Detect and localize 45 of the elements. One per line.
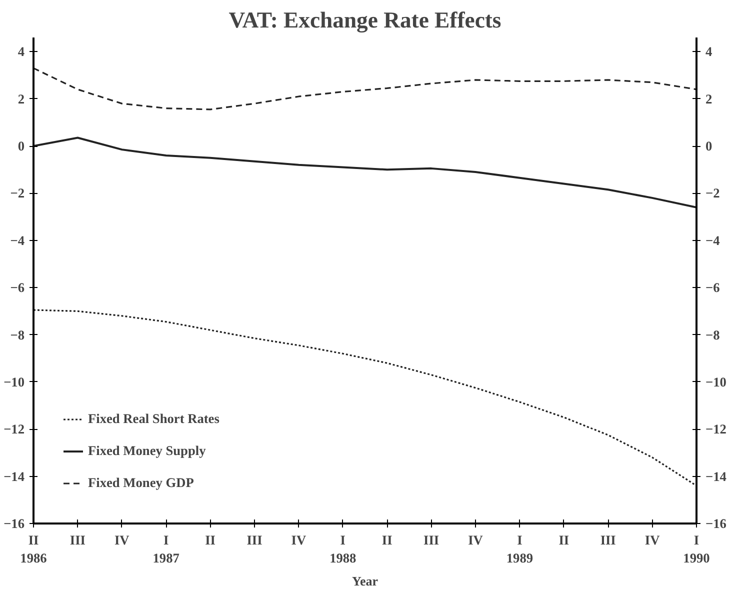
x-tick-label: III [246,532,262,548]
y-tick-label: −14 [4,468,25,484]
y2-tick-label: 4 [706,44,712,60]
x-tick-label: IV [291,532,306,548]
y-tick-label: 0 [18,138,25,154]
y-tick-label: −16 [4,516,25,531]
y-tick-label: 4 [18,44,25,60]
y2-tick-label: −2 [706,186,720,201]
x-axis-title: Year [352,574,378,588]
y-tick-label: −10 [4,374,25,390]
chart-title: VAT: Exchange Rate Effects [228,8,502,32]
y-tick-label: 2 [18,91,25,106]
y2-tick-label: −4 [706,232,720,248]
y2-tick-label: −6 [706,280,720,296]
x-tick-label: II 1986 [20,532,48,566]
y-tick-label: −6 [10,280,25,296]
x-tick-label: IV [468,532,484,548]
legend-label: Fixed Money GDP [88,475,194,491]
line-series [34,67,696,110]
x-tick-label: I 1987 [152,532,180,566]
x-tick-label: II [205,532,216,548]
x-tick-label: I 1989 [506,532,534,566]
x-tick-label: II [382,532,392,548]
y2-tick-label: −12 [706,422,727,437]
y-tick-label: −4 [10,232,25,248]
legend-label: Fixed Real Short Rates [88,411,220,427]
y-tick-label: −12 [4,422,25,437]
x-tick-label: I 1990 [683,532,710,566]
y2-tick-label: 2 [706,91,712,106]
legend-label: Fixed Money Supply [88,443,206,459]
x-tick-label: I 1988 [330,532,357,566]
x-tick-label: II [558,532,570,548]
x-tick-label: III [70,532,86,548]
x-tick-label: III [600,532,616,548]
y2-tick-label: −10 [706,374,727,390]
y2-tick-label: 0 [706,138,712,154]
x-tick-label: IV [114,532,130,548]
y2-tick-label: −14 [706,468,727,484]
y-tick-label: −8 [10,327,25,342]
line-series [34,136,696,208]
y-tick-label: −2 [10,186,25,201]
x-tick-label: III [424,532,440,548]
y2-tick-label: −8 [706,327,720,342]
y2-tick-label: −16 [706,516,727,531]
x-tick-label: IV [644,532,660,548]
